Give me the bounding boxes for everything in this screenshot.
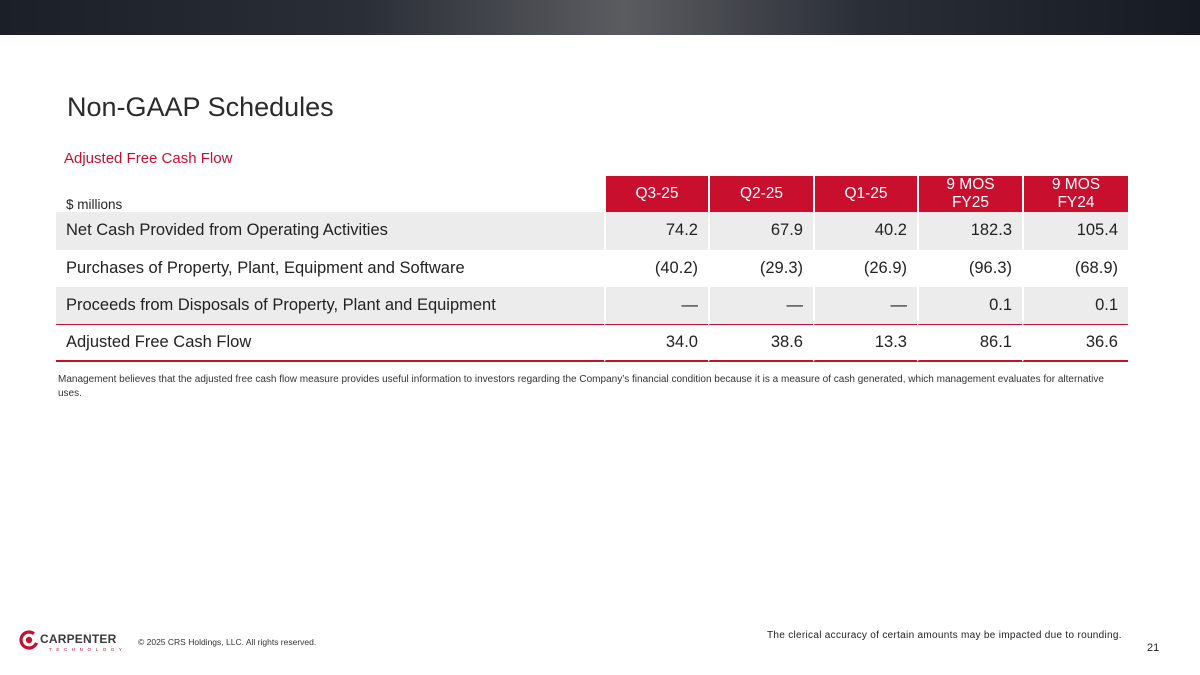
cell-value: 86.1 bbox=[917, 324, 1022, 362]
cell-value: — bbox=[708, 287, 813, 325]
cell-value: 13.3 bbox=[813, 324, 917, 362]
cell-value: (26.9) bbox=[813, 249, 917, 287]
table-row: Proceeds from Disposals of Property, Pla… bbox=[56, 287, 1128, 325]
cell-value: — bbox=[604, 287, 708, 325]
column-header: Q3-25 bbox=[604, 176, 708, 212]
cell-value: 105.4 bbox=[1022, 212, 1128, 250]
cell-value: 36.6 bbox=[1022, 324, 1128, 362]
cell-value: 40.2 bbox=[813, 212, 917, 250]
cell-value: — bbox=[813, 287, 917, 325]
column-header: 9 MOS FY24 bbox=[1022, 176, 1128, 212]
logo-mark-icon bbox=[19, 630, 39, 650]
page-number: 21 bbox=[1147, 642, 1160, 654]
table-row: Purchases of Property, Plant, Equipment … bbox=[56, 249, 1128, 287]
table-row: Net Cash Provided from Operating Activit… bbox=[56, 212, 1128, 250]
adjusted-free-cash-flow-table: $ millions Q3-25 Q2-25 Q1-25 9 MOS FY25 … bbox=[56, 176, 1128, 362]
table-total-row: Adjusted Free Cash Flow 34.0 38.6 13.3 8… bbox=[56, 324, 1128, 362]
logo-subtext: TECHNOLOGY bbox=[49, 647, 127, 652]
cell-value: (96.3) bbox=[917, 249, 1022, 287]
row-label: Purchases of Property, Plant, Equipment … bbox=[56, 249, 604, 287]
top-banner bbox=[0, 0, 1200, 35]
row-label: Adjusted Free Cash Flow bbox=[56, 324, 604, 362]
footnote: Management believes that the adjusted fr… bbox=[58, 374, 1104, 399]
rounding-disclaimer: The clerical accuracy of certain amounts… bbox=[767, 630, 1122, 641]
cell-value: 34.0 bbox=[604, 324, 708, 362]
cell-value: 182.3 bbox=[917, 212, 1022, 250]
table-header-row: $ millions Q3-25 Q2-25 Q1-25 9 MOS FY25 … bbox=[56, 176, 1128, 212]
cell-value: 74.2 bbox=[604, 212, 708, 250]
cell-value: 67.9 bbox=[708, 212, 813, 250]
row-label: Proceeds from Disposals of Property, Pla… bbox=[56, 287, 604, 325]
column-header: Q2-25 bbox=[708, 176, 813, 212]
cell-value: (29.3) bbox=[708, 249, 813, 287]
unit-label: $ millions bbox=[66, 197, 123, 212]
column-header: 9 MOS FY25 bbox=[917, 176, 1022, 212]
cell-value: 38.6 bbox=[708, 324, 813, 362]
cell-value: (68.9) bbox=[1022, 249, 1128, 287]
cell-value: 0.1 bbox=[917, 287, 1022, 325]
row-label: Net Cash Provided from Operating Activit… bbox=[56, 212, 604, 250]
cell-value: (40.2) bbox=[604, 249, 708, 287]
section-title: Adjusted Free Cash Flow bbox=[64, 150, 233, 167]
page-title: Non-GAAP Schedules bbox=[67, 92, 334, 122]
logo-wordmark: CARPENTER bbox=[40, 632, 117, 646]
cell-value: 0.1 bbox=[1022, 287, 1128, 325]
company-logo: CARPENTER TECHNOLOGY bbox=[19, 630, 123, 654]
copyright-notice: © 2025 CRS Holdings, LLC. All rights res… bbox=[138, 637, 317, 647]
column-header: Q1-25 bbox=[813, 176, 917, 212]
